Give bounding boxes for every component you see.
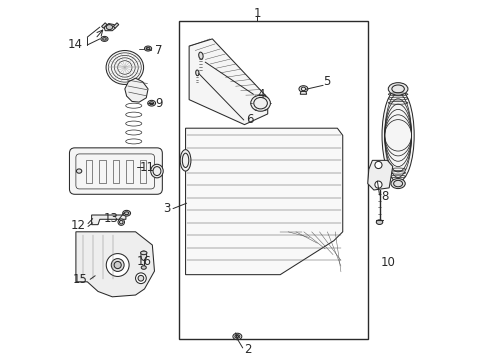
Bar: [179, 21, 367, 339]
Bar: [112, 160, 119, 183]
Ellipse shape: [232, 333, 242, 340]
Text: 15: 15: [72, 273, 87, 286]
Circle shape: [374, 181, 381, 188]
Bar: [99, 160, 105, 183]
Circle shape: [114, 261, 121, 269]
Polygon shape: [189, 39, 267, 125]
Ellipse shape: [106, 24, 112, 30]
Ellipse shape: [119, 220, 123, 224]
Ellipse shape: [76, 169, 81, 173]
Ellipse shape: [102, 38, 106, 40]
Text: 8: 8: [380, 190, 387, 203]
Text: 7: 7: [155, 44, 163, 57]
FancyBboxPatch shape: [69, 148, 162, 194]
Text: 6: 6: [246, 113, 253, 126]
Ellipse shape: [149, 102, 153, 105]
Circle shape: [374, 161, 381, 168]
Polygon shape: [76, 232, 154, 297]
Ellipse shape: [381, 89, 413, 182]
Ellipse shape: [298, 86, 307, 92]
Ellipse shape: [141, 251, 146, 260]
Polygon shape: [185, 128, 342, 275]
Bar: [140, 160, 146, 183]
Ellipse shape: [390, 179, 405, 189]
Ellipse shape: [147, 100, 155, 106]
Ellipse shape: [387, 83, 407, 95]
Text: 11: 11: [140, 161, 155, 174]
Polygon shape: [124, 78, 148, 102]
Polygon shape: [104, 23, 115, 31]
Polygon shape: [300, 91, 306, 94]
Circle shape: [138, 275, 143, 281]
Polygon shape: [367, 160, 392, 190]
Ellipse shape: [122, 210, 130, 216]
Ellipse shape: [106, 50, 143, 85]
Bar: [85, 160, 92, 183]
Ellipse shape: [376, 220, 382, 225]
Circle shape: [106, 253, 129, 276]
Ellipse shape: [198, 52, 203, 59]
Ellipse shape: [151, 169, 157, 173]
Ellipse shape: [146, 47, 149, 50]
Ellipse shape: [144, 46, 151, 51]
Ellipse shape: [140, 251, 147, 255]
Text: 10: 10: [380, 256, 395, 269]
Ellipse shape: [180, 150, 190, 171]
Polygon shape: [113, 23, 119, 28]
Text: 5: 5: [323, 75, 330, 88]
Circle shape: [135, 273, 146, 284]
Ellipse shape: [236, 336, 238, 337]
Ellipse shape: [250, 95, 270, 111]
Polygon shape: [102, 23, 107, 28]
Text: 4: 4: [257, 88, 264, 101]
Ellipse shape: [101, 36, 108, 41]
Text: 14: 14: [68, 39, 83, 51]
Circle shape: [111, 258, 124, 271]
Text: 2: 2: [244, 343, 251, 356]
Bar: [126, 160, 132, 183]
Text: 16: 16: [136, 255, 151, 268]
Text: 1: 1: [253, 8, 260, 21]
Ellipse shape: [195, 70, 199, 76]
Text: 9: 9: [155, 97, 163, 110]
Ellipse shape: [141, 266, 146, 269]
Polygon shape: [91, 215, 125, 225]
Text: 13: 13: [103, 212, 119, 225]
Ellipse shape: [118, 219, 124, 225]
Ellipse shape: [150, 164, 163, 178]
Text: 3: 3: [163, 202, 170, 215]
Text: 12: 12: [70, 219, 85, 231]
Ellipse shape: [124, 212, 128, 215]
